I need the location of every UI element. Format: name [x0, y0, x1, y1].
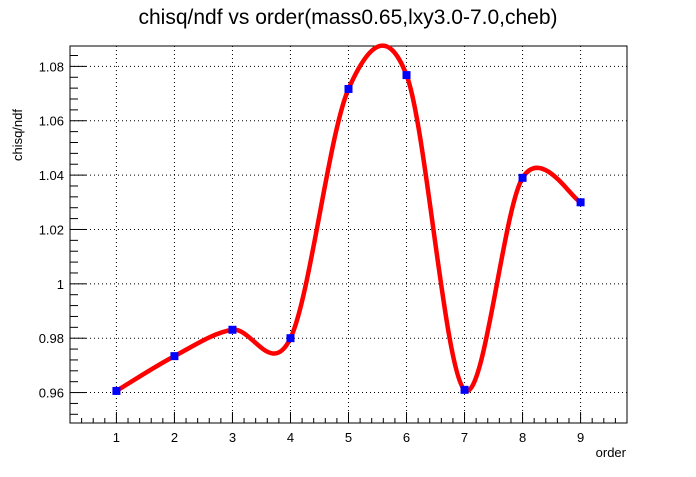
y-tick-label: 1.04 — [39, 168, 64, 183]
data-point — [402, 71, 411, 80]
y-axis-title: chisq/ndf — [10, 109, 25, 161]
x-axis-title: order — [596, 445, 627, 460]
data-point — [576, 198, 585, 207]
x-tick-label: 5 — [345, 430, 352, 445]
x-tick-label: 3 — [229, 430, 236, 445]
x-tick-label: 8 — [519, 430, 526, 445]
y-tick-label: 1.02 — [39, 222, 64, 237]
x-tick-label: 2 — [171, 430, 178, 445]
chart-title: chisq/ndf vs order(mass0.65,lxy3.0-7.0,c… — [138, 6, 557, 29]
y-tick-label: 1.06 — [39, 114, 64, 129]
axis-ticks — [69, 55, 628, 423]
data-point — [344, 84, 353, 93]
data-point — [228, 325, 237, 334]
data-point — [286, 334, 295, 343]
data-point — [112, 386, 121, 395]
series — [112, 43, 585, 395]
data-point — [518, 173, 527, 182]
series-line — [114, 43, 583, 394]
y-tick-label: 0.98 — [39, 331, 64, 346]
data-point — [170, 352, 179, 361]
y-tick-label: 0.96 — [39, 386, 64, 401]
tick-labels: 1 2 3 4 5 6 7 8 9 0.96 0.98 1 1.02 1.04 1.06 1.08 — [39, 59, 585, 445]
grid — [70, 46, 627, 423]
x-tick-label: 4 — [287, 430, 294, 445]
x-tick-label: 6 — [403, 430, 410, 445]
x-tick-label: 9 — [577, 430, 584, 445]
y-tick-label: 1.08 — [39, 59, 64, 74]
x-tick-label: 1 — [113, 430, 120, 445]
data-point — [460, 385, 469, 394]
y-tick-label: 1 — [57, 277, 64, 292]
x-tick-label: 7 — [461, 430, 468, 445]
